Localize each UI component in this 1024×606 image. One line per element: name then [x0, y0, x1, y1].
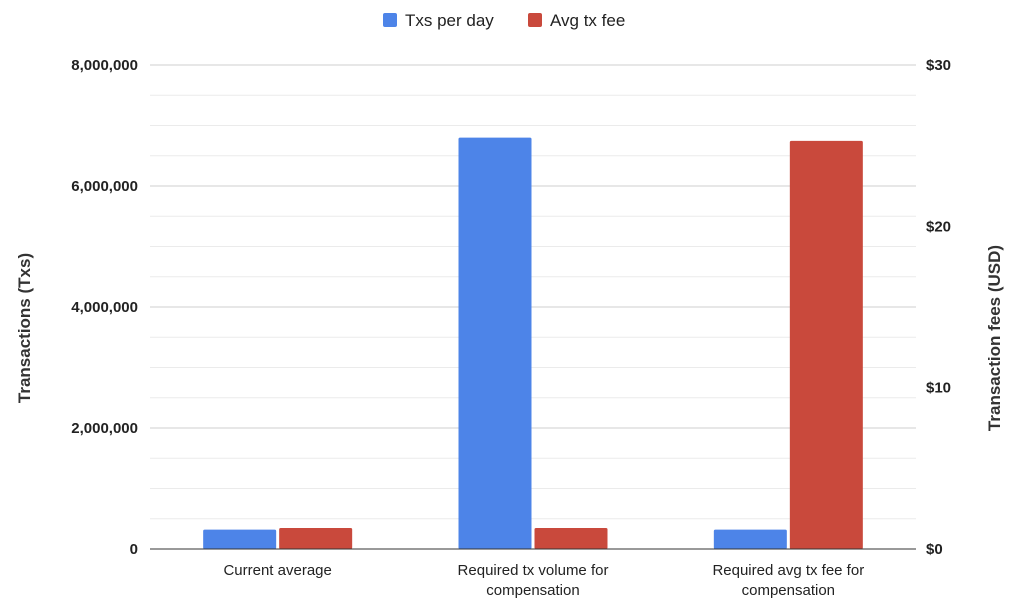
left-tick-label: 0 — [130, 541, 138, 558]
category-label: Required avg tx fee for — [712, 562, 864, 579]
bars — [203, 137, 863, 549]
bar-avg-tx-fee — [789, 140, 863, 549]
legend: Txs per day Avg tx fee — [383, 11, 625, 30]
category-label: compensation — [486, 582, 579, 599]
left-axis-ticks: 0 2,000,000 4,000,000 6,000,000 8,000,000 — [71, 57, 138, 558]
bar-txs-per-day — [203, 529, 277, 549]
category-label: Required tx volume for — [458, 562, 609, 579]
bar-txs-per-day — [713, 529, 787, 549]
right-axis-title: Transaction fees (USD) — [985, 245, 1004, 431]
legend-swatch-avg-tx-fee — [528, 13, 542, 27]
right-tick-label: $10 — [926, 380, 951, 397]
bar-txs-per-day — [458, 137, 532, 549]
category-label: Current average — [223, 562, 331, 579]
left-tick-label: 4,000,000 — [71, 299, 138, 316]
left-tick-label: 8,000,000 — [71, 57, 138, 74]
legend-label-avg-tx-fee: Avg tx fee — [550, 11, 625, 30]
left-axis-title: Transactions (Txs) — [15, 253, 34, 403]
legend-swatch-txs-per-day — [383, 13, 397, 27]
bar-avg-tx-fee — [534, 528, 608, 549]
gridlines — [150, 64, 916, 520]
legend-label-txs-per-day: Txs per day — [405, 11, 494, 30]
right-tick-label: $20 — [926, 218, 951, 235]
right-tick-label: $0 — [926, 541, 943, 558]
right-tick-label: $30 — [926, 57, 951, 74]
right-axis-ticks: $0 $10 $20 $30 — [926, 57, 951, 558]
left-tick-label: 6,000,000 — [71, 178, 138, 195]
category-label: compensation — [742, 582, 835, 599]
bar-avg-tx-fee — [279, 528, 353, 549]
left-tick-label: 2,000,000 — [71, 420, 138, 437]
category-labels: Current average Required tx volume for com… — [223, 562, 864, 599]
